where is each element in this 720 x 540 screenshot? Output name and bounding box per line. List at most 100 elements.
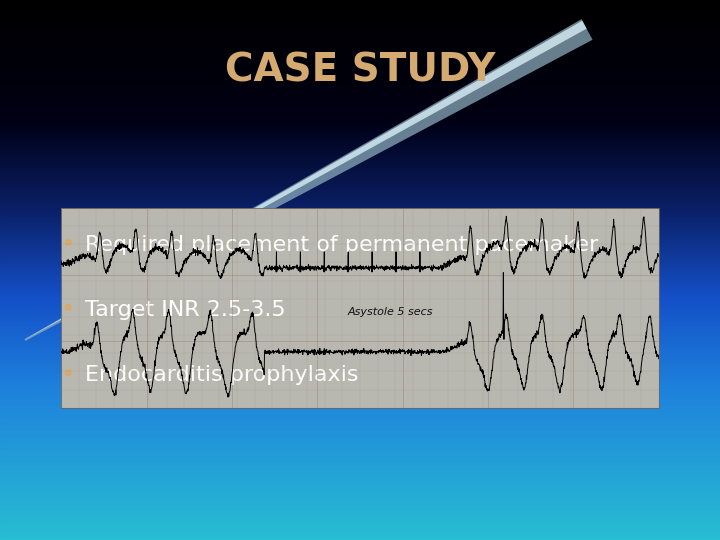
- Bar: [0, 243, 720, 245]
- Bar: [0, 420, 720, 421]
- Bar: [0, 282, 720, 285]
- Bar: [0, 265, 720, 266]
- Bar: [0, 77, 720, 79]
- Bar: [0, 239, 720, 241]
- Bar: [0, 410, 720, 412]
- Bar: [0, 167, 720, 169]
- Bar: [0, 425, 720, 427]
- Bar: [0, 506, 720, 508]
- Bar: [0, 185, 720, 187]
- Bar: [0, 344, 720, 346]
- Bar: [0, 373, 720, 374]
- Bar: [0, 443, 720, 444]
- Bar: [0, 88, 720, 90]
- Bar: [0, 209, 720, 211]
- Bar: [0, 268, 720, 270]
- Bar: [0, 414, 720, 416]
- Bar: [0, 302, 720, 304]
- Bar: [0, 58, 720, 59]
- Bar: [0, 520, 720, 522]
- Bar: [0, 484, 720, 486]
- Bar: [0, 322, 720, 324]
- Bar: [0, 81, 720, 83]
- Bar: [0, 97, 720, 99]
- Bar: [0, 16, 720, 18]
- Bar: [0, 5, 720, 7]
- Bar: [0, 346, 720, 347]
- Bar: [0, 285, 720, 286]
- Bar: [0, 31, 720, 32]
- Bar: [0, 153, 720, 155]
- Bar: [0, 524, 720, 525]
- Bar: [0, 490, 720, 491]
- Bar: [0, 459, 720, 461]
- Bar: [0, 66, 720, 69]
- Bar: [0, 23, 720, 25]
- Bar: [0, 234, 720, 236]
- Bar: [0, 356, 720, 358]
- Bar: [0, 351, 720, 353]
- Text: Asystole 5 secs: Asystole 5 secs: [347, 307, 433, 317]
- Bar: [0, 421, 720, 423]
- Bar: [0, 220, 720, 221]
- Bar: [0, 297, 720, 299]
- Bar: [0, 11, 720, 12]
- Bar: [0, 437, 720, 439]
- Bar: [0, 427, 720, 428]
- Bar: [0, 383, 720, 385]
- Bar: [0, 123, 720, 124]
- Bar: [0, 38, 720, 39]
- Bar: [0, 146, 720, 147]
- Bar: [0, 139, 720, 140]
- Bar: [0, 317, 720, 319]
- Bar: [0, 196, 720, 198]
- Bar: [0, 498, 720, 501]
- Bar: [0, 501, 720, 502]
- Bar: [0, 189, 720, 191]
- Bar: [0, 103, 720, 104]
- Bar: [0, 292, 720, 293]
- Bar: [0, 481, 720, 482]
- Bar: [0, 275, 720, 277]
- Bar: [0, 324, 720, 326]
- Bar: [0, 382, 720, 383]
- Bar: [0, 385, 720, 387]
- Bar: [0, 335, 720, 336]
- Bar: [0, 178, 720, 180]
- Bar: [0, 232, 720, 234]
- Bar: [0, 70, 720, 72]
- Bar: [0, 150, 720, 151]
- Bar: [0, 204, 720, 205]
- Bar: [0, 528, 720, 529]
- Bar: [0, 308, 720, 309]
- Bar: [0, 205, 720, 207]
- Bar: [0, 441, 720, 443]
- Bar: [0, 147, 720, 150]
- Bar: [0, 221, 720, 223]
- Bar: [0, 261, 720, 263]
- Bar: [0, 281, 720, 282]
- Bar: [0, 471, 720, 474]
- Bar: [0, 358, 720, 360]
- Bar: [0, 486, 720, 488]
- Bar: [0, 452, 720, 454]
- Bar: [0, 466, 720, 468]
- Bar: [0, 444, 720, 447]
- Bar: [0, 457, 720, 459]
- Bar: [0, 374, 720, 376]
- Bar: [0, 12, 720, 15]
- Bar: [0, 301, 720, 302]
- Bar: [0, 266, 720, 268]
- Bar: [0, 106, 720, 108]
- Bar: [0, 247, 720, 248]
- Bar: [0, 497, 720, 498]
- Bar: [0, 113, 720, 115]
- Bar: [0, 432, 720, 434]
- Bar: [0, 169, 720, 171]
- Bar: [0, 312, 720, 313]
- Bar: [0, 463, 720, 464]
- Bar: [0, 509, 720, 511]
- Bar: [0, 65, 720, 66]
- Bar: [0, 155, 720, 157]
- Bar: [0, 36, 720, 38]
